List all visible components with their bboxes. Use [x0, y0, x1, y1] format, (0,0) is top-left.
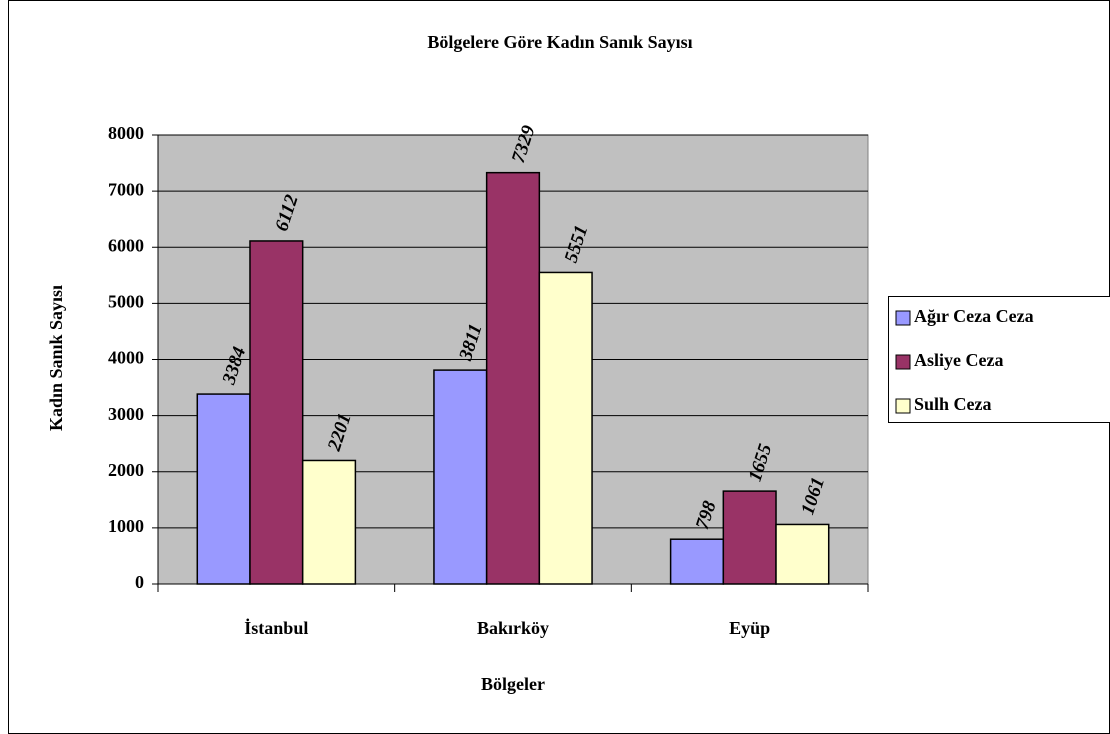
- x-tick-label: İstanbul: [244, 618, 308, 638]
- bar: [196, 393, 251, 585]
- y-tick-label: 0: [135, 572, 144, 592]
- chart-title: Bölgelere Göre Kadın Sanık Sayısı: [427, 32, 692, 52]
- bar: [722, 490, 777, 585]
- y-tick-label: 4000: [108, 348, 144, 368]
- legend-swatch: [895, 310, 911, 326]
- y-tick-label: 6000: [108, 235, 144, 255]
- y-tick-label: 7000: [108, 179, 144, 199]
- y-tick-label: 5000: [108, 292, 144, 312]
- y-tick-label: 8000: [108, 123, 144, 143]
- y-tick-label: 2000: [108, 460, 144, 480]
- x-tick-label: Eyüp: [729, 618, 770, 638]
- bar: [669, 538, 725, 585]
- legend-label: Sulh Ceza: [914, 394, 992, 414]
- x-axis-title: Bölgeler: [481, 674, 545, 694]
- x-tick-label: Bakırköy: [477, 618, 549, 638]
- y-tick-label: 1000: [108, 516, 144, 536]
- legend-label: Ağır Ceza Ceza: [914, 306, 1034, 326]
- y-axis-title: Kadın Sanık Sayısı: [46, 285, 66, 431]
- legend-swatch: [895, 354, 911, 370]
- bar: [249, 240, 304, 585]
- bar: [433, 369, 488, 585]
- legend-label: Asliye Ceza: [914, 350, 1003, 370]
- bar: [301, 459, 357, 585]
- y-tick-label: 3000: [108, 404, 144, 424]
- bar: [485, 171, 541, 585]
- legend-box: [888, 296, 1110, 423]
- legend-swatch: [895, 398, 911, 414]
- bar: [775, 523, 830, 585]
- bar: [538, 271, 593, 585]
